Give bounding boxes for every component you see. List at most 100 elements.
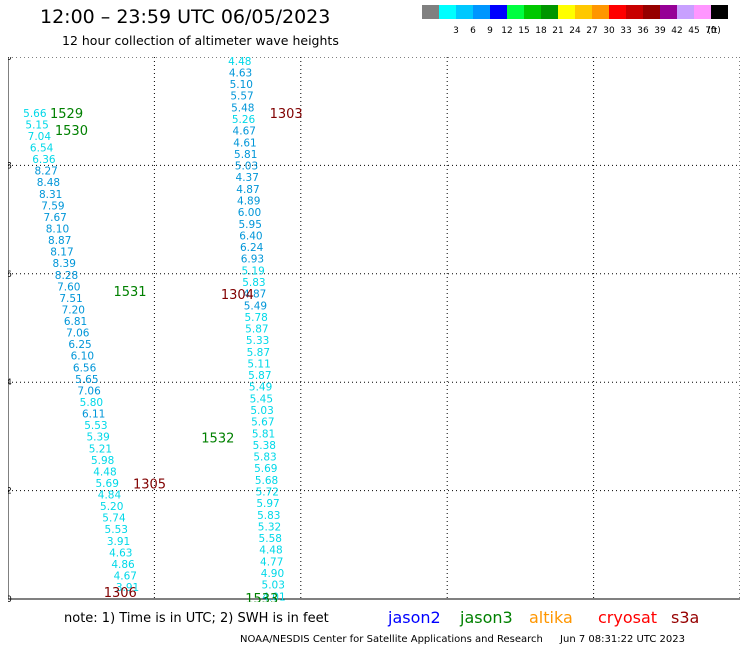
generated-time: Jun 7 08:31:22 UTC 2023: [560, 634, 685, 645]
wave-height-value: 5.03: [235, 161, 258, 173]
wave-height-value: 7.20: [62, 304, 85, 316]
wave-height-value: 4.01: [262, 591, 285, 602]
wave-height-value: 7.06: [77, 385, 101, 397]
wave-height-value: 5.03: [250, 405, 273, 417]
wave-height-value: 8.31: [39, 189, 62, 201]
wave-height-value: 4.67: [233, 126, 256, 138]
lat-tick-label: 26: [8, 270, 12, 280]
pass-number: 1529: [50, 107, 83, 122]
wave-height-value: 5.53: [105, 524, 128, 536]
wave-height-value: 5.03: [262, 580, 285, 592]
lat-tick-label: 24: [8, 378, 12, 388]
legend-label: 36: [637, 26, 649, 36]
wave-height-value: 5.26: [232, 114, 256, 126]
wave-height-value: 4.86: [111, 559, 135, 571]
wave-height-value: 5.83: [257, 510, 280, 522]
wave-height-value: 5.81: [234, 149, 257, 161]
wave-height-value: 5.49: [249, 382, 272, 394]
wave-height-value: 5.11: [247, 358, 270, 370]
wave-height-value: 6.56: [73, 362, 97, 374]
wave-height-value: 8.28: [55, 270, 78, 282]
legend-swatch: [439, 5, 456, 19]
wave-height-value: 5.83: [253, 452, 276, 464]
legend-swatch: [456, 5, 473, 19]
wave-height-value: 6.54: [30, 143, 54, 155]
wave-height-value: 5.39: [86, 432, 109, 444]
legend-label: 42: [671, 26, 683, 36]
wave-height-value: 6.40: [239, 230, 262, 242]
wave-height-value: 4.90: [261, 568, 284, 580]
footer-credit: NOAA/NESDIS Center for Satellite Applica…: [240, 634, 685, 645]
wave-height-value: 8.10: [46, 223, 69, 235]
wave-height-value: 5.72: [256, 487, 279, 499]
legend-swatch: [541, 5, 558, 19]
wave-height-value: 7.67: [43, 212, 66, 224]
wave-height-value: 6.11: [82, 409, 105, 421]
legend-swatch: [507, 5, 524, 19]
legend-swatch: [694, 5, 711, 19]
lat-tick-label: 28: [8, 161, 12, 171]
wave-height-value: 5.98: [91, 455, 114, 467]
wave-height-value: 4.84: [98, 490, 122, 502]
wave-height-value: 8.17: [50, 247, 73, 259]
wave-height-value: 6.10: [71, 351, 94, 363]
lat-tick-label: 22: [8, 487, 12, 497]
legend-swatch: [490, 5, 507, 19]
wave-height-value: 4.63: [229, 67, 252, 79]
pass-number: 1531: [113, 285, 146, 300]
pass-number: 1532: [201, 431, 234, 446]
wave-height-value: 5.69: [254, 463, 277, 475]
legend-swatch: [422, 5, 439, 19]
satellite-label: altika: [529, 608, 573, 627]
wave-height-value: 5.21: [89, 443, 112, 455]
wave-height-value: 4.48: [93, 466, 116, 478]
legend-swatch: [609, 5, 626, 19]
pass-number: 1304: [221, 288, 254, 303]
wave-height-value: 5.10: [230, 79, 253, 91]
wave-height-value: 5.53: [84, 420, 107, 432]
wave-height-value: 3.91: [116, 582, 139, 594]
wave-height-value: 7.51: [59, 293, 82, 305]
wave-height-value: 5.87: [247, 347, 270, 359]
legend-label: 39: [654, 26, 666, 36]
wave-height-value: 5.74: [102, 513, 126, 525]
page-title: 12:00 – 23:59 UTC 06/05/2023: [40, 6, 331, 28]
page-subtitle: 12 hour collection of altimeter wave hei…: [62, 33, 339, 48]
legend-label: 9: [487, 26, 493, 36]
legend-label: 33: [620, 26, 632, 36]
pass-number: 1305: [133, 478, 166, 493]
wave-height-value: 5.48: [231, 102, 254, 114]
wave-height-value: 5.66: [23, 108, 47, 120]
wave-height-value: 5.81: [252, 428, 275, 440]
wave-height-value: 6.36: [32, 154, 56, 166]
wave-height-value: 5.97: [256, 498, 279, 510]
legend-swatch: [524, 5, 541, 19]
wave-height-value: 4.48: [228, 57, 251, 68]
wave-height-value: 5.49: [244, 300, 267, 312]
wave-height-value: 5.67: [251, 417, 274, 429]
legend-label: 21: [552, 26, 564, 36]
legend-label: 15: [518, 26, 530, 36]
wave-height-value: 6.00: [238, 207, 261, 219]
satellite-label: jason3: [460, 608, 513, 627]
wave-height-value: 5.15: [25, 119, 48, 131]
wave-height-value: 4.77: [260, 556, 283, 568]
pass-number: 1303: [270, 107, 303, 122]
wave-height-value: 5.32: [258, 521, 281, 533]
legend-swatch: [660, 5, 677, 19]
wave-height-value: 5.78: [244, 312, 267, 324]
legend-swatch: [677, 5, 694, 19]
wave-height-value: 5.69: [96, 478, 119, 490]
wave-height-value: 5.87: [245, 324, 268, 336]
wave-height-value: 7.59: [41, 200, 64, 212]
legend-swatch: [575, 5, 592, 19]
wave-height-value: 7.04: [28, 131, 52, 143]
wave-height-map: 302826242220-45-42-39-36-33-305.665.157.…: [8, 57, 740, 602]
wave-height-value: 4.67: [114, 571, 137, 583]
wave-height-value: 4.61: [233, 137, 256, 149]
wave-height-value: 3.91: [107, 536, 130, 548]
legend-swatch: [626, 5, 643, 19]
wave-height-value: 4.87: [236, 184, 259, 196]
wave-height-value: 4.37: [236, 172, 259, 184]
wave-height-value: 5.57: [230, 91, 253, 103]
